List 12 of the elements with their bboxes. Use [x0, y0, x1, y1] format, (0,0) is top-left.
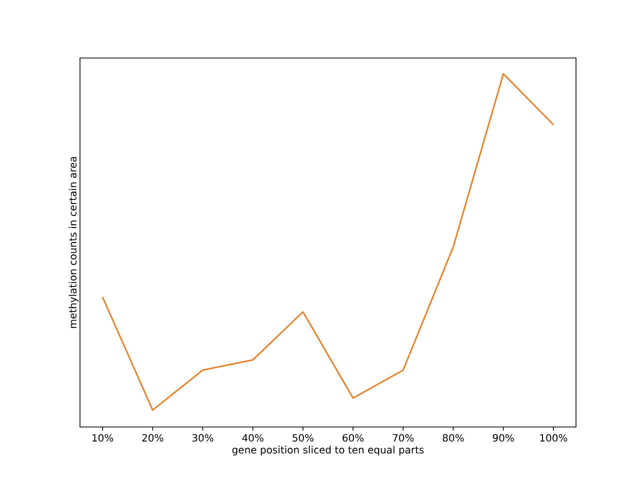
x-tick-label: 90% [492, 434, 514, 442]
x-tick-label: 60% [342, 434, 364, 442]
x-tick-label: 70% [392, 434, 414, 442]
x-tick-label: 30% [192, 434, 214, 442]
x-tick-label: 10% [92, 434, 114, 442]
x-tick-label: 40% [242, 434, 264, 442]
x-tick-label: 50% [292, 434, 314, 442]
x-tick-label: 80% [442, 434, 464, 442]
y-axis-title: methylation counts in certain area [68, 157, 78, 328]
x-axis-title: gene position sliced to ten equal parts [232, 446, 424, 456]
x-tick-label: 20% [142, 434, 164, 442]
x-tick-label: 100% [540, 434, 568, 442]
